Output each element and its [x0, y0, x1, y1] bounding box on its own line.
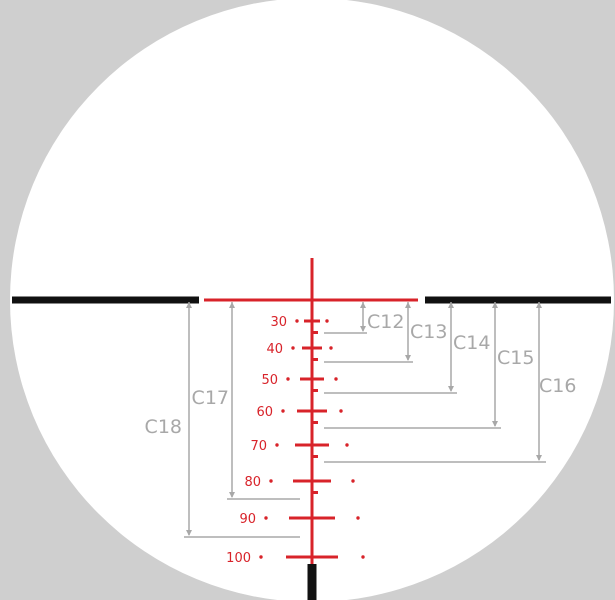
range-label: 70 — [250, 439, 267, 454]
windage-dot — [345, 443, 349, 447]
windage-dot — [259, 555, 263, 559]
dimension-arrowhead — [448, 386, 454, 392]
range-label: 50 — [261, 373, 278, 388]
dimension-arrowhead — [360, 326, 366, 332]
range-crossbar — [295, 443, 329, 447]
dimension-label: C15 — [497, 347, 534, 369]
windage-dot — [269, 479, 273, 483]
range-crossbar — [293, 479, 331, 483]
range-crossbar — [302, 346, 322, 350]
dimension-label: C17 — [192, 387, 229, 409]
dimension-label: C18 — [145, 416, 182, 438]
windage-dot — [275, 443, 279, 447]
dimension-arrowhead — [229, 302, 235, 308]
left-post — [12, 296, 199, 304]
dimension-label: C13 — [410, 321, 447, 343]
dimension-label: C16 — [539, 375, 576, 397]
range-crossbar — [300, 377, 324, 381]
range-label: 30 — [270, 315, 287, 330]
windage-dot — [286, 377, 290, 381]
windage-dot — [264, 516, 268, 520]
range-label: 40 — [266, 342, 283, 357]
dimension-label: C12 — [367, 311, 404, 333]
right-post — [425, 296, 611, 304]
dimension-arrowhead — [492, 421, 498, 427]
dimension-arrowhead — [229, 492, 235, 498]
dimension-arrowhead — [186, 530, 192, 536]
dimension-arrowhead — [536, 302, 542, 308]
range-crossbar — [297, 409, 327, 413]
windage-dot — [356, 516, 360, 520]
windage-dot — [351, 479, 355, 483]
range-label: 90 — [239, 512, 256, 527]
range-label: 80 — [244, 475, 261, 490]
range-subtick — [313, 331, 318, 334]
windage-dot — [295, 319, 299, 323]
dimension-arrowhead — [360, 302, 366, 308]
dimension-arrowhead — [405, 302, 411, 308]
dimension-arrowhead — [405, 355, 411, 361]
windage-dot — [329, 346, 333, 350]
windage-dot — [291, 346, 295, 350]
bottom-post — [307, 564, 317, 600]
range-label: 60 — [256, 405, 273, 420]
windage-dot — [281, 409, 285, 413]
windage-dot — [361, 555, 365, 559]
dimension-arrowhead — [536, 455, 542, 461]
dimension-arrowhead — [186, 302, 192, 308]
range-crossbar — [304, 319, 320, 323]
windage-dot — [339, 409, 343, 413]
range-subtick — [313, 421, 318, 424]
range-subtick — [313, 358, 318, 361]
range-marks: 30 40 50 60 70 80 90 100 — [226, 315, 365, 566]
range-subtick — [313, 389, 318, 392]
range-crossbar — [289, 516, 335, 520]
range-subtick — [313, 455, 318, 458]
range-subtick — [313, 491, 318, 494]
dimension-label: C14 — [453, 332, 490, 354]
dimension-arrowhead — [492, 302, 498, 308]
windage-dot — [325, 319, 329, 323]
range-label: 100 — [226, 551, 251, 566]
dimension-arrowhead — [448, 302, 454, 308]
range-crossbar — [286, 555, 338, 559]
windage-dot — [334, 377, 338, 381]
